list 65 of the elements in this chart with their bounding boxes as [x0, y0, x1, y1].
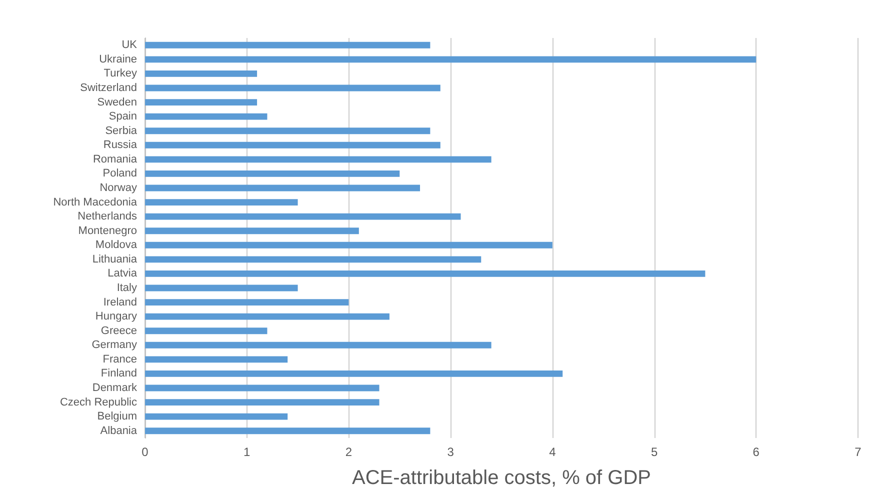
x-tick-label: 0	[142, 445, 149, 459]
y-tick-label: Turkey	[104, 68, 138, 80]
bar	[145, 270, 706, 277]
bar	[145, 84, 440, 92]
y-tick-label: Russia	[103, 139, 138, 152]
y-tick-label: Greece	[100, 324, 137, 337]
bar	[145, 413, 288, 420]
bar	[145, 113, 268, 120]
y-tick-label: Switzerland	[80, 82, 137, 94]
y-tick-label: Latvia	[108, 268, 138, 280]
bar	[145, 284, 298, 292]
bar	[145, 184, 420, 192]
y-tick-label: Belgium	[97, 410, 137, 423]
y-tick-label: North Macedonia	[53, 196, 138, 208]
y-tick-label: UK	[122, 39, 138, 52]
y-tick-label: Netherlands	[78, 210, 138, 223]
y-tick-label: Romania	[92, 153, 138, 166]
x-tick-label: 1	[244, 445, 251, 459]
bar	[145, 370, 563, 377]
y-tick-label: Italy	[116, 282, 138, 294]
y-tick-label: Germany	[92, 339, 138, 352]
y-tick-label: Ukraine	[99, 53, 137, 66]
bar	[145, 128, 430, 134]
y-tick-label: Norway	[100, 182, 138, 194]
x-tick-label: 3	[447, 445, 454, 459]
y-tick-label: Albania	[100, 424, 138, 437]
y-tick-label: Serbia	[105, 124, 138, 137]
x-axis-title: ACE-attributable costs, % of GDP	[352, 467, 652, 489]
bar	[145, 328, 268, 334]
bar	[145, 384, 380, 392]
y-tick-label: Finland	[100, 368, 137, 380]
x-tick-label: 6	[752, 445, 760, 459]
x-tick-label: 2	[345, 445, 352, 459]
y-tick-label: Moldova	[95, 239, 138, 252]
bar	[145, 142, 440, 148]
y-tick-label: Hungary	[95, 310, 138, 323]
y-tick-label: Lithuania	[92, 253, 138, 266]
x-tick-label: 7	[854, 445, 862, 459]
bar	[145, 42, 430, 48]
bar	[145, 213, 461, 220]
bar	[145, 356, 288, 363]
bar	[145, 170, 400, 177]
x-tick-label: 4	[549, 445, 556, 459]
y-tick-label: Czech Republic	[60, 396, 138, 408]
y-tick-label: Ireland	[103, 296, 137, 308]
x-tick-label: 5	[650, 445, 658, 459]
y-tick-label: Denmark	[92, 382, 138, 394]
y-tick-label: Spain	[108, 110, 137, 123]
bar	[145, 99, 258, 106]
bar	[145, 299, 349, 306]
y-tick-label: Poland	[102, 168, 137, 180]
bar	[145, 313, 390, 320]
y-tick-label: France	[102, 353, 137, 366]
bar	[145, 428, 430, 434]
bar	[145, 256, 482, 263]
bar	[145, 242, 552, 248]
bar	[145, 56, 756, 63]
y-tick-label: Montenegro	[78, 224, 137, 237]
bar	[145, 70, 258, 77]
y-tick-label: Sweden	[97, 96, 137, 108]
bar	[145, 399, 380, 406]
bar	[145, 199, 298, 206]
bar	[145, 342, 492, 348]
bar	[145, 156, 492, 163]
bar	[145, 228, 359, 234]
